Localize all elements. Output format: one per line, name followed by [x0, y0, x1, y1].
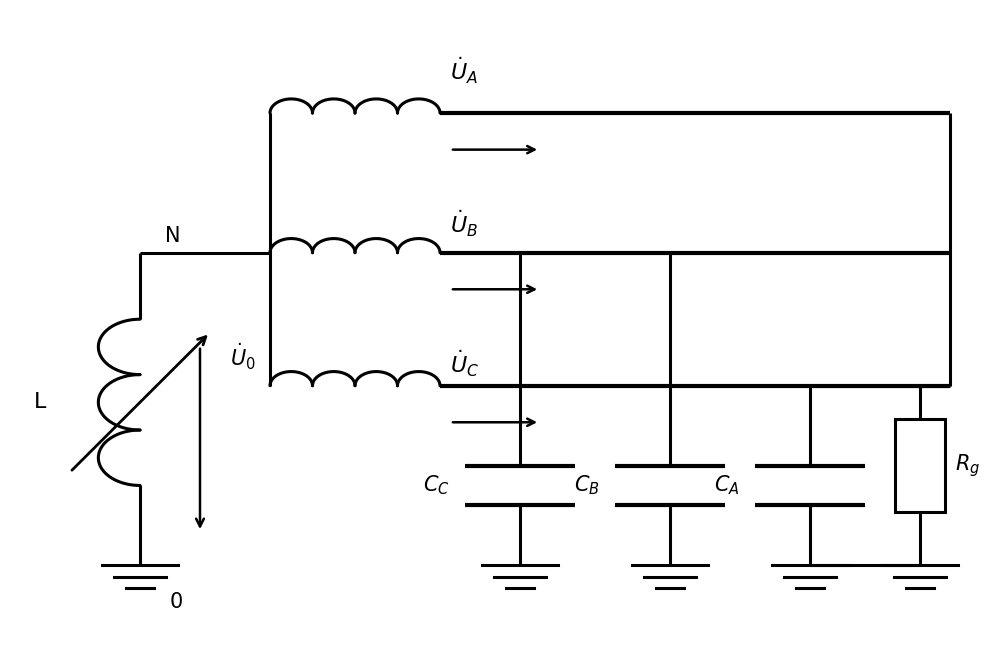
Text: $R_g$: $R_g$ [955, 452, 980, 479]
Text: N: N [165, 226, 180, 246]
Text: L: L [34, 392, 46, 412]
Text: 0: 0 [170, 592, 183, 612]
Text: $C_A$: $C_A$ [714, 473, 740, 497]
Text: $\dot{U}_C$: $\dot{U}_C$ [450, 348, 479, 379]
Text: $C_B$: $C_B$ [574, 473, 600, 497]
Text: $\dot{U}_0$: $\dot{U}_0$ [230, 342, 256, 372]
Text: $C_C$: $C_C$ [423, 473, 450, 497]
Bar [895, 419, 945, 512]
Text: $\dot{U}_A$: $\dot{U}_A$ [450, 56, 478, 86]
Text: $\dot{U}_B$: $\dot{U}_B$ [450, 209, 478, 239]
